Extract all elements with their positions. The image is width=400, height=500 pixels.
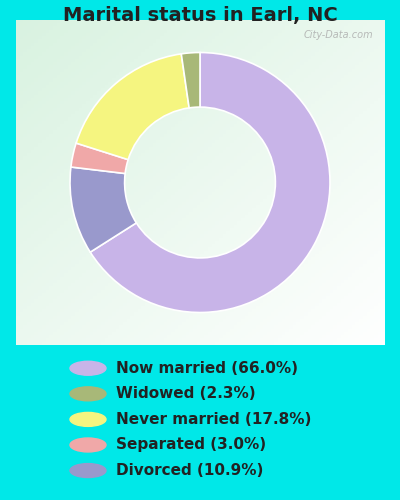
Circle shape [70, 362, 106, 375]
Text: Widowed (2.3%): Widowed (2.3%) [116, 386, 256, 402]
Wedge shape [90, 52, 330, 312]
Text: Divorced (10.9%): Divorced (10.9%) [116, 463, 263, 478]
Circle shape [70, 464, 106, 477]
Text: Separated (3.0%): Separated (3.0%) [116, 438, 266, 452]
Wedge shape [70, 167, 136, 252]
Text: Marital status in Earl, NC: Marital status in Earl, NC [63, 6, 337, 25]
Circle shape [70, 387, 106, 401]
Text: City-Data.com: City-Data.com [303, 30, 373, 40]
Text: Never married (17.8%): Never married (17.8%) [116, 412, 311, 427]
Circle shape [70, 412, 106, 426]
Wedge shape [71, 143, 128, 174]
Text: Now married (66.0%): Now married (66.0%) [116, 361, 298, 376]
Circle shape [70, 438, 106, 452]
Wedge shape [76, 54, 189, 160]
Wedge shape [181, 52, 200, 108]
